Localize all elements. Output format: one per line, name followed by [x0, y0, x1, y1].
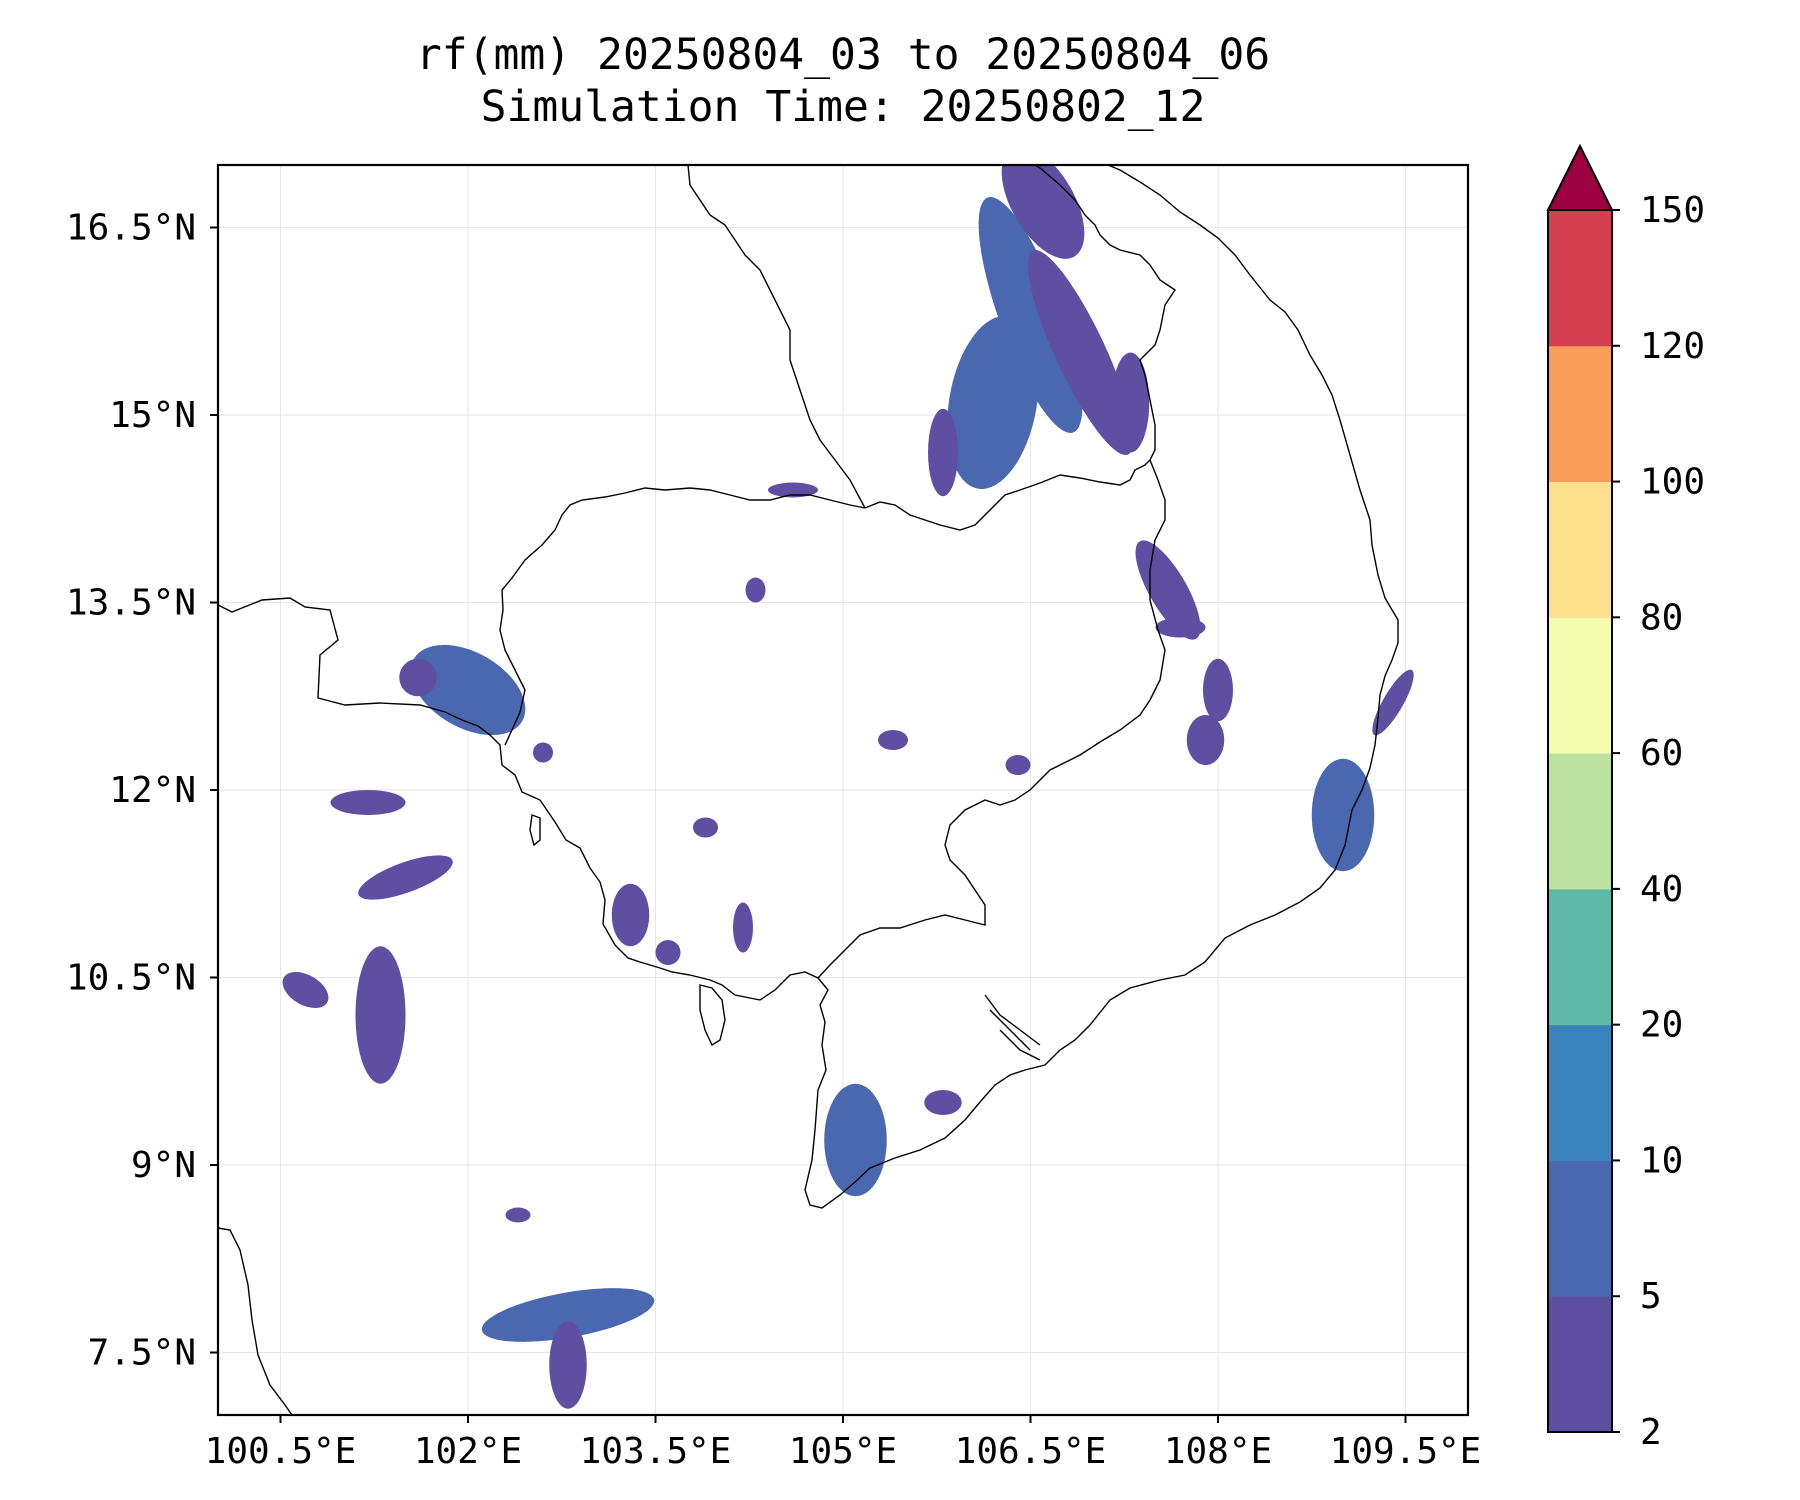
- rain-area: [1155, 617, 1206, 638]
- rain-area: [1001, 165, 1085, 259]
- border-laos-thailand: [687, 165, 866, 509]
- rain-area: [330, 790, 406, 815]
- longitude-ticks: 100.5°E 102°E 103.5°E 105°E 106.5°E 108°E 109.…: [205, 1415, 1482, 1472]
- border-cambodia-vietnam: [817, 459, 1166, 979]
- rain-area: [733, 902, 753, 953]
- rain-area: [878, 730, 908, 750]
- mekong-delta-channels: [984, 994, 1041, 1061]
- title-line-1: rf(mm) 20250804_03 to 20250804_06: [415, 30, 1271, 80]
- y-tick-label: 12°N: [109, 770, 196, 811]
- coastline-thailand-gulf: [218, 597, 761, 1001]
- y-tick-label: 13.5°N: [66, 583, 196, 624]
- island-phu-quoc: [699, 984, 726, 1047]
- border-thailand-cambodia: [499, 487, 866, 746]
- x-tick-label: 105°E: [789, 1431, 897, 1472]
- rain-area: [399, 658, 437, 697]
- island-koh-kong: [529, 814, 541, 847]
- y-tick-label: 10.5°N: [66, 958, 196, 999]
- x-tick-label: 100.5°E: [205, 1431, 357, 1472]
- rain-area: [1186, 715, 1225, 765]
- rain-area: [1203, 658, 1233, 722]
- rain-area: [282, 971, 329, 1009]
- rain-area: [1135, 540, 1201, 640]
- rain-area: [1372, 669, 1414, 736]
- latitude-ticks: 16.5°N 15°N 13.5°N 12°N 10.5°N 9°N 7.5°N: [66, 208, 218, 1374]
- rainfall-field: [282, 165, 1414, 1409]
- y-tick-label: 16.5°N: [66, 208, 196, 249]
- rain-area: [824, 1083, 887, 1197]
- coastline-malay-peninsula: [218, 1227, 293, 1415]
- rain-area: [745, 577, 766, 603]
- rain-area: [611, 883, 650, 947]
- rain-area: [505, 1207, 531, 1223]
- rain-area: [1311, 758, 1375, 872]
- title-line-2: Simulation Time: 20250802_12: [480, 82, 1206, 132]
- y-tick-label: 9°N: [131, 1145, 196, 1186]
- rain-area: [549, 1321, 587, 1409]
- rain-area: [978, 197, 1083, 433]
- y-tick-label: 7.5°N: [88, 1333, 196, 1374]
- border-laos-cambodia-vietnam: [864, 165, 1176, 531]
- rain-area: [768, 482, 818, 498]
- rain-area: [410, 644, 526, 736]
- x-tick-label: 106.5°E: [955, 1431, 1107, 1472]
- rain-area: [1027, 249, 1134, 456]
- x-tick-label: 102°E: [414, 1431, 522, 1472]
- rain-area: [533, 742, 553, 763]
- coastlines-borders: [218, 165, 1399, 1415]
- x-tick-label: 103.5°E: [580, 1431, 732, 1472]
- x-tick-label: 109.5°E: [1330, 1431, 1482, 1472]
- coastline-cambodia-vietnam-south: [759, 165, 1399, 1209]
- rain-area: [355, 946, 406, 1084]
- y-tick-label: 15°N: [109, 395, 196, 436]
- rain-area: [358, 855, 453, 900]
- rain-area: [924, 1090, 962, 1115]
- rain-area: [947, 315, 1039, 490]
- rain-area: [655, 940, 681, 965]
- rain-area: [1005, 755, 1031, 775]
- x-tick-label: 108°E: [1164, 1431, 1272, 1472]
- rain-area: [693, 817, 718, 838]
- rain-area: [1111, 352, 1150, 453]
- rain-area: [928, 408, 958, 497]
- rain-area: [481, 1288, 655, 1342]
